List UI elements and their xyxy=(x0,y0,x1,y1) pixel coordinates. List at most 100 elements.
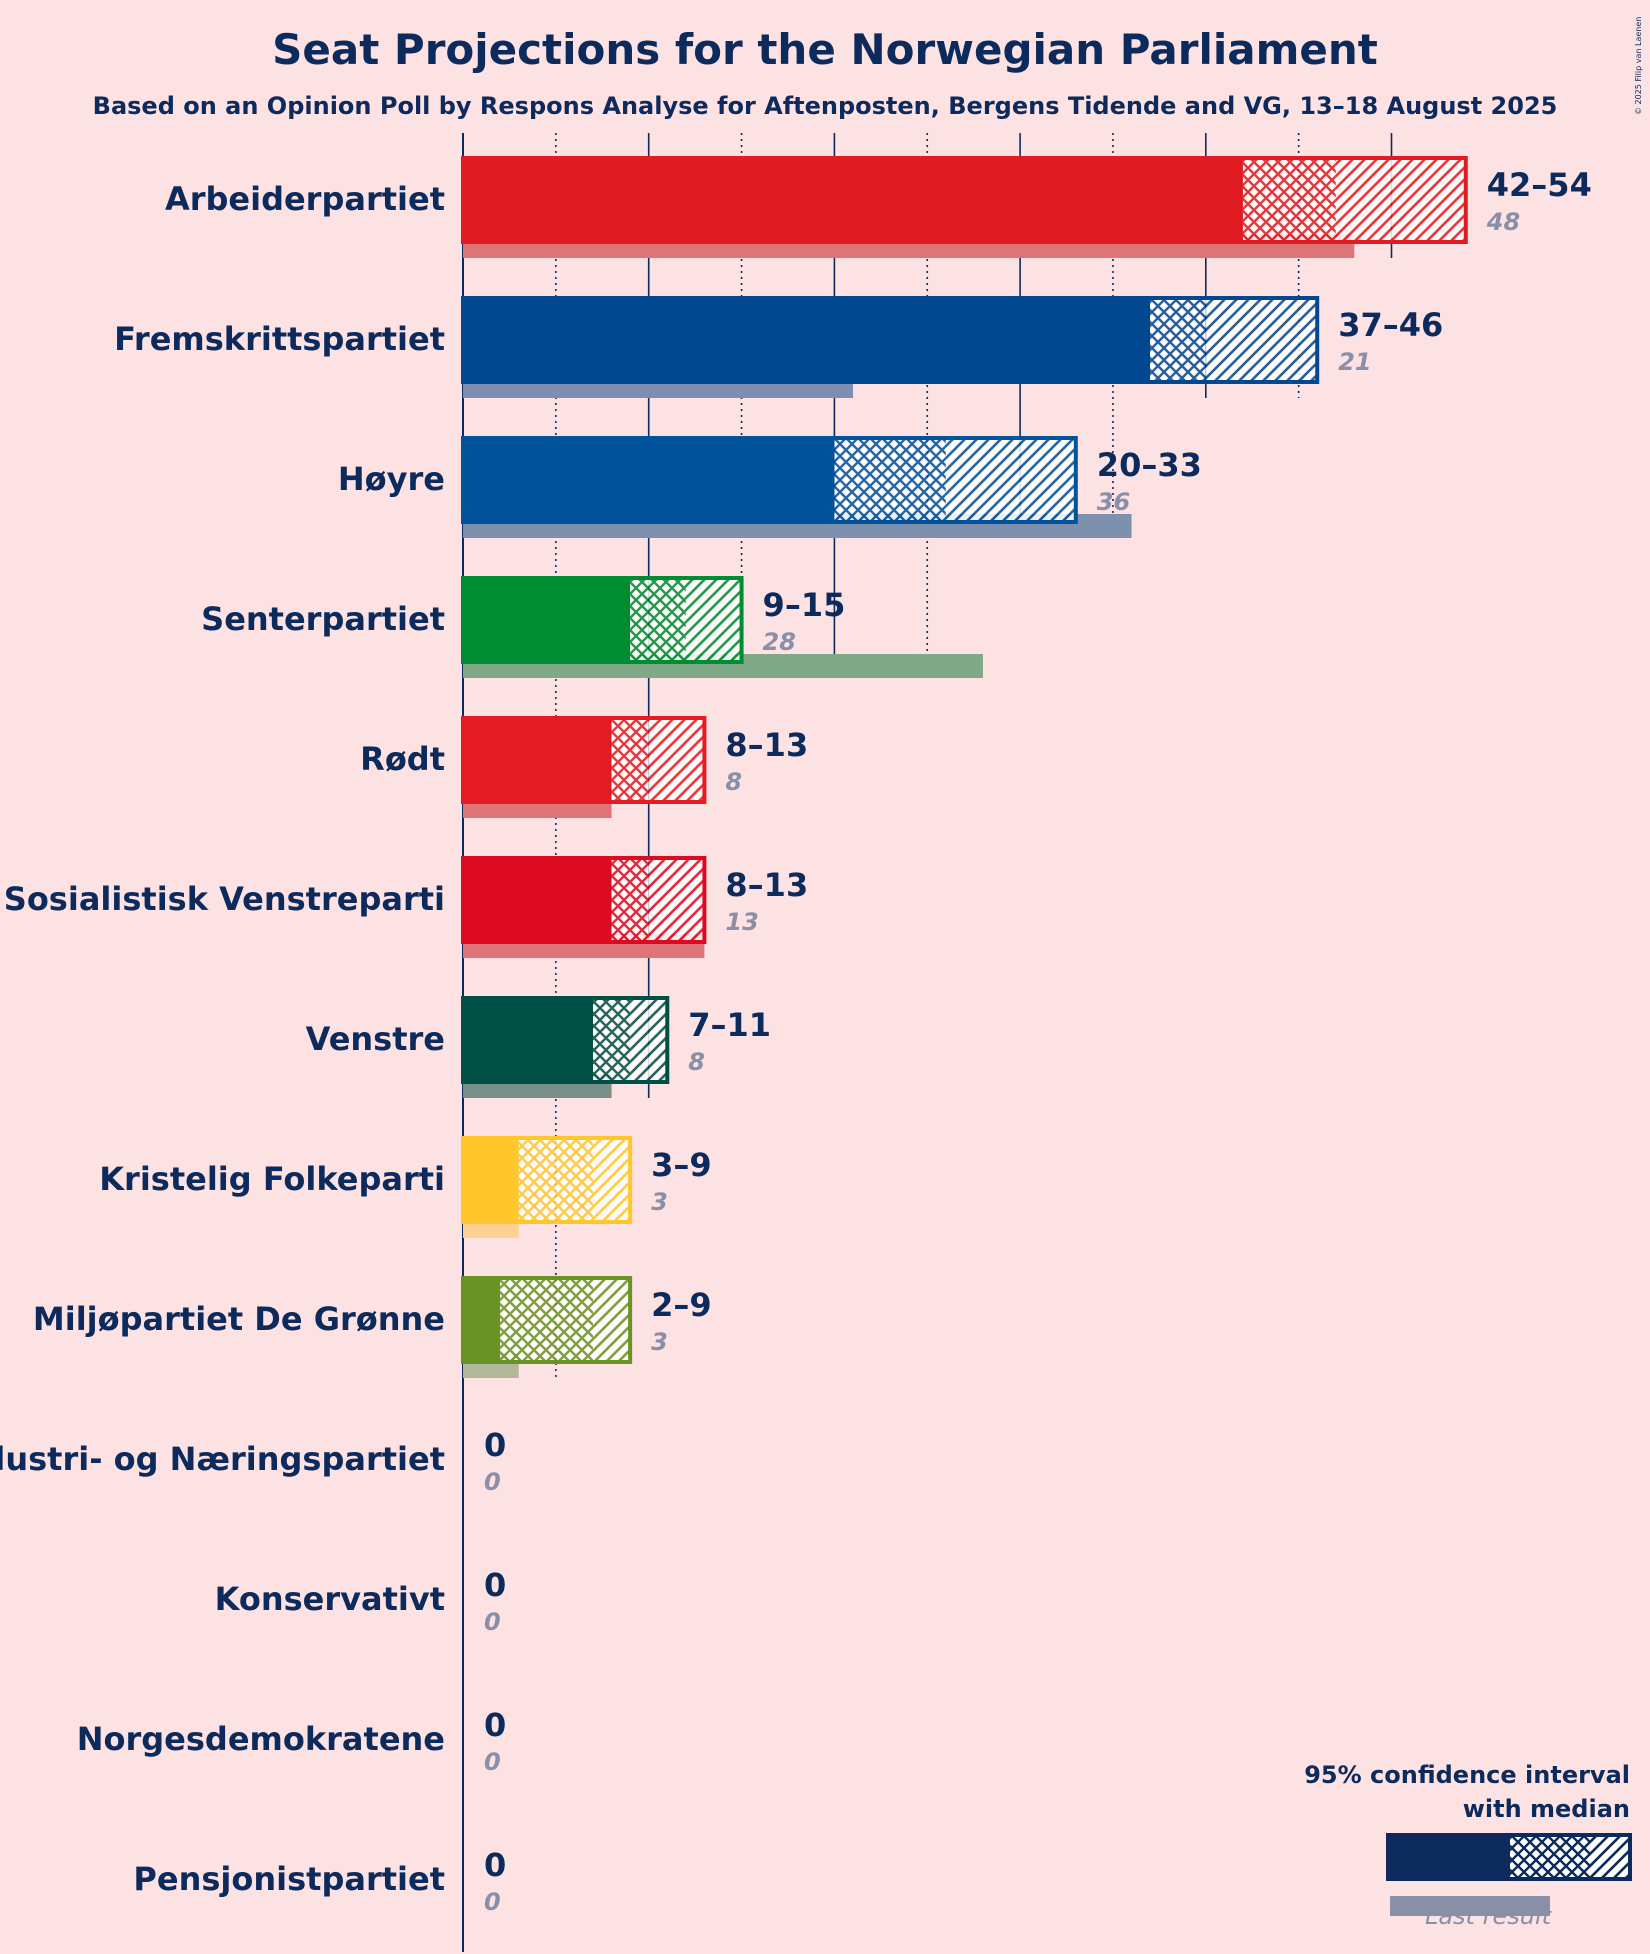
ci-crosshatch-bar xyxy=(500,1278,593,1362)
party-row: Norgesdemokratene 0 0 xyxy=(77,1706,507,1776)
party-row: Venstre 7–11 8 xyxy=(306,996,771,1098)
last-result-label: 0 xyxy=(484,1468,501,1496)
ci-solid-bar xyxy=(463,298,1151,382)
range-label: 0 xyxy=(484,1426,506,1464)
bars-group: Arbeiderpartiet 42–54 48 Fremskrittspartiet… xyxy=(0,156,1592,1916)
range-label: 42–54 xyxy=(1487,166,1592,204)
party-row: Rødt 8–13 8 xyxy=(360,716,808,818)
range-label: 8–13 xyxy=(725,866,808,904)
ci-outline xyxy=(461,1136,633,1224)
ci-crosshatch-bar xyxy=(630,578,686,662)
last-result-label: 13 xyxy=(725,908,758,936)
range-label: 37–46 xyxy=(1338,306,1443,344)
ci-hatch-bar xyxy=(592,1138,631,1222)
party-row: Høyre 20–33 36 xyxy=(338,436,1202,538)
ci-crosshatch-bar xyxy=(1150,298,1206,382)
party-row: Kristelig Folkeparti 3–9 3 xyxy=(99,1136,712,1238)
range-label: 9–15 xyxy=(763,586,846,624)
ci-outline xyxy=(461,716,707,804)
party-row: Konservativt 0 0 xyxy=(215,1566,507,1636)
ci-hatch-bar xyxy=(648,718,705,802)
ci-outline xyxy=(461,576,744,664)
range-label: 0 xyxy=(484,1706,506,1744)
last-result-label: 28 xyxy=(763,628,796,656)
ci-solid-bar xyxy=(463,1138,519,1222)
ci-hatch-bar xyxy=(630,998,668,1082)
legend-outline xyxy=(1386,1833,1632,1881)
legend-hatch-bar xyxy=(1590,1835,1630,1879)
ci-solid-bar xyxy=(463,718,612,802)
ci-outline xyxy=(461,856,707,944)
last-result-label: 36 xyxy=(1097,488,1130,516)
range-label: 8–13 xyxy=(725,726,808,764)
ci-outline xyxy=(461,996,670,1084)
party-name: Høyre xyxy=(338,460,445,498)
last-result-label: 8 xyxy=(688,1048,705,1076)
legend: 95% confidence interval with median Last… xyxy=(1304,1761,1632,1930)
party-name: Norgesdemokratene xyxy=(77,1720,445,1758)
ci-solid-bar xyxy=(463,1278,501,1362)
legend-solid-bar xyxy=(1388,1835,1510,1879)
ci-hatch-bar xyxy=(945,438,1076,522)
party-row: Miljøpartiet De Grønne 2–9 3 xyxy=(33,1276,712,1378)
chart-subtitle: Based on an Opinion Poll by Respons Anal… xyxy=(93,92,1558,120)
range-label: 2–9 xyxy=(651,1286,712,1324)
ci-solid-bar xyxy=(463,578,631,662)
range-label: 7–11 xyxy=(688,1006,771,1044)
party-name: Arbeiderpartiet xyxy=(165,180,445,218)
range-label: 3–9 xyxy=(651,1146,712,1184)
last-result-label: 3 xyxy=(651,1188,668,1216)
ci-hatch-bar xyxy=(1335,158,1466,242)
ci-solid-bar xyxy=(463,438,835,522)
party-name: Fremskrittspartiet xyxy=(114,320,445,358)
party-name: Senterpartiet xyxy=(201,600,445,638)
chart-title: Seat Projections for the Norwegian Parli… xyxy=(272,25,1378,74)
last-result-label: 0 xyxy=(484,1608,501,1636)
ci-solid-bar xyxy=(463,158,1243,242)
ci-crosshatch-bar xyxy=(611,718,649,802)
legend-ci-label-2: with median xyxy=(1463,1795,1630,1823)
party-row: Senterpartiet 9–15 28 xyxy=(201,576,983,678)
legend-crosshatch-bar xyxy=(1510,1835,1590,1879)
party-row: Industri- og Næringspartiet 0 0 xyxy=(0,1426,506,1496)
party-name: Sosialistisk Venstreparti xyxy=(4,880,445,918)
party-name: Miljøpartiet De Grønne xyxy=(33,1300,445,1338)
ci-outline xyxy=(461,156,1468,244)
legend-last-result-bar xyxy=(1390,1896,1550,1916)
ci-crosshatch-bar xyxy=(592,998,631,1082)
range-label: 20–33 xyxy=(1097,446,1202,484)
ci-crosshatch-bar xyxy=(518,1138,593,1222)
range-label: 0 xyxy=(484,1846,506,1884)
last-result-label: 3 xyxy=(651,1328,668,1356)
party-name: Kristelig Folkeparti xyxy=(99,1160,445,1198)
last-result-label: 8 xyxy=(725,768,742,796)
last-result-label: 48 xyxy=(1486,208,1520,236)
ci-crosshatch-bar xyxy=(834,438,946,522)
ci-hatch-bar xyxy=(1205,298,1318,382)
party-row: Pensjonistpartiet 0 0 xyxy=(133,1846,506,1916)
ci-crosshatch-bar xyxy=(1242,158,1336,242)
ci-outline xyxy=(461,436,1078,524)
last-result-label: 21 xyxy=(1338,348,1371,376)
ci-crosshatch-bar xyxy=(611,858,649,942)
party-name: Industri- og Næringspartiet xyxy=(0,1440,445,1478)
range-label: 0 xyxy=(484,1566,506,1604)
last-result-label: 0 xyxy=(484,1748,501,1776)
legend-ci-label-1: 95% confidence interval xyxy=(1304,1761,1630,1789)
ci-outline xyxy=(461,1276,633,1364)
party-name: Pensjonistpartiet xyxy=(133,1860,445,1898)
copyright-text: © 2025 Filip van Laenen xyxy=(1634,17,1643,115)
party-row: Fremskrittspartiet 37–46 21 xyxy=(114,296,1443,398)
last-result-label: 0 xyxy=(484,1888,501,1916)
ci-solid-bar xyxy=(463,858,612,942)
ci-hatch-bar xyxy=(592,1278,631,1362)
party-name: Venstre xyxy=(306,1020,445,1058)
party-row: Arbeiderpartiet 42–54 48 xyxy=(165,156,1592,258)
party-name: Konservativt xyxy=(215,1580,445,1618)
ci-hatch-bar xyxy=(648,858,705,942)
ci-outline xyxy=(461,296,1320,384)
ci-hatch-bar xyxy=(685,578,742,662)
party-row: Sosialistisk Venstreparti 8–13 13 xyxy=(4,856,808,958)
party-name: Rødt xyxy=(360,740,445,778)
